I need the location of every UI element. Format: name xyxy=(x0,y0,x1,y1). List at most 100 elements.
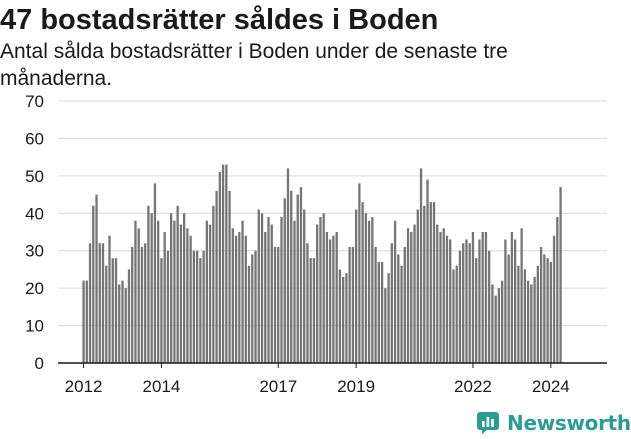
bar xyxy=(345,273,348,363)
bar xyxy=(189,235,192,363)
bar xyxy=(371,217,374,363)
bar xyxy=(419,168,423,363)
bar xyxy=(277,246,280,363)
newsworthy-brand: Newsworthy xyxy=(476,408,631,438)
bar xyxy=(374,246,377,363)
bar xyxy=(442,228,445,363)
bar xyxy=(364,213,368,363)
bar xyxy=(465,239,468,363)
bar xyxy=(458,250,462,363)
newsworthy-chart-icon xyxy=(477,412,499,434)
bar xyxy=(118,284,121,363)
bar xyxy=(260,213,264,363)
bar xyxy=(95,194,98,363)
bar xyxy=(121,280,124,363)
bar xyxy=(166,250,170,363)
bar xyxy=(238,232,241,363)
bar xyxy=(108,235,111,363)
bar xyxy=(329,239,332,363)
bar xyxy=(157,220,160,363)
bar xyxy=(335,232,338,363)
bar xyxy=(176,205,179,363)
bar xyxy=(539,246,543,363)
x-tick-label: 2017 xyxy=(259,377,297,396)
bar xyxy=(325,232,329,363)
bar xyxy=(131,246,134,363)
bar xyxy=(111,258,114,363)
y-tick-label: 70 xyxy=(25,92,44,111)
bar xyxy=(134,220,137,363)
bar xyxy=(215,190,218,363)
bar xyxy=(299,187,303,363)
bar xyxy=(449,239,452,363)
bar xyxy=(228,190,231,363)
y-tick-label: 30 xyxy=(25,242,44,261)
bar xyxy=(501,280,504,363)
bar xyxy=(423,205,426,363)
bar xyxy=(92,205,95,363)
y-tick-label: 40 xyxy=(25,204,44,223)
bar xyxy=(241,220,244,363)
bar xyxy=(170,213,173,363)
bar xyxy=(455,265,458,363)
bar xyxy=(367,220,371,363)
bar xyxy=(218,172,221,363)
x-tick-label: 2022 xyxy=(454,377,492,396)
bar xyxy=(186,228,189,363)
bar xyxy=(556,217,559,363)
bar xyxy=(296,194,299,363)
bar xyxy=(494,295,497,363)
bar xyxy=(85,280,88,363)
bar xyxy=(510,232,514,363)
chart-title: 47 bostadsrätter såldes i Boden xyxy=(0,4,439,36)
bar xyxy=(251,254,254,363)
bar xyxy=(491,284,494,363)
bar xyxy=(559,187,562,363)
bar xyxy=(114,258,118,363)
bar xyxy=(445,235,449,363)
bar xyxy=(462,243,465,363)
data-label: 47 xyxy=(573,0,593,4)
bar xyxy=(192,250,196,363)
bar xyxy=(280,217,283,363)
bar xyxy=(182,213,186,363)
bar xyxy=(380,261,384,363)
bar xyxy=(488,250,491,363)
bar xyxy=(413,224,416,363)
y-tick-label: 0 xyxy=(35,354,44,373)
bar xyxy=(358,183,361,363)
bar xyxy=(406,228,410,363)
y-tick-label: 10 xyxy=(25,317,44,336)
bar xyxy=(507,254,510,363)
bar xyxy=(163,232,166,363)
bar xyxy=(543,254,546,363)
x-tick-label: 2024 xyxy=(532,377,570,396)
bar xyxy=(481,232,484,363)
bar xyxy=(247,265,251,363)
bar xyxy=(173,220,176,363)
bar xyxy=(202,250,205,363)
bar xyxy=(471,232,475,363)
chart-annotations: 47 xyxy=(573,0,593,4)
y-axis-tick-labels: 0 10 20 30 40 50 60 70 xyxy=(25,92,44,373)
bar xyxy=(273,246,277,363)
bar xyxy=(208,224,212,363)
bar xyxy=(290,190,293,363)
bar xyxy=(234,235,238,363)
bar xyxy=(517,265,520,363)
bar xyxy=(484,232,488,363)
y-tick-label: 60 xyxy=(25,129,44,148)
x-axis-tick-labels: 2012 2014 2017 2019 2022 2024 xyxy=(65,363,570,396)
bar xyxy=(225,164,228,363)
bar xyxy=(124,288,127,363)
bar xyxy=(400,265,403,363)
bar xyxy=(150,213,153,363)
bar xyxy=(390,243,393,363)
bar xyxy=(332,235,335,363)
bar xyxy=(436,224,439,363)
bar xyxy=(316,224,319,363)
bar xyxy=(361,202,364,363)
bar xyxy=(105,265,108,363)
chart-bars xyxy=(82,164,562,363)
bar xyxy=(387,273,390,363)
